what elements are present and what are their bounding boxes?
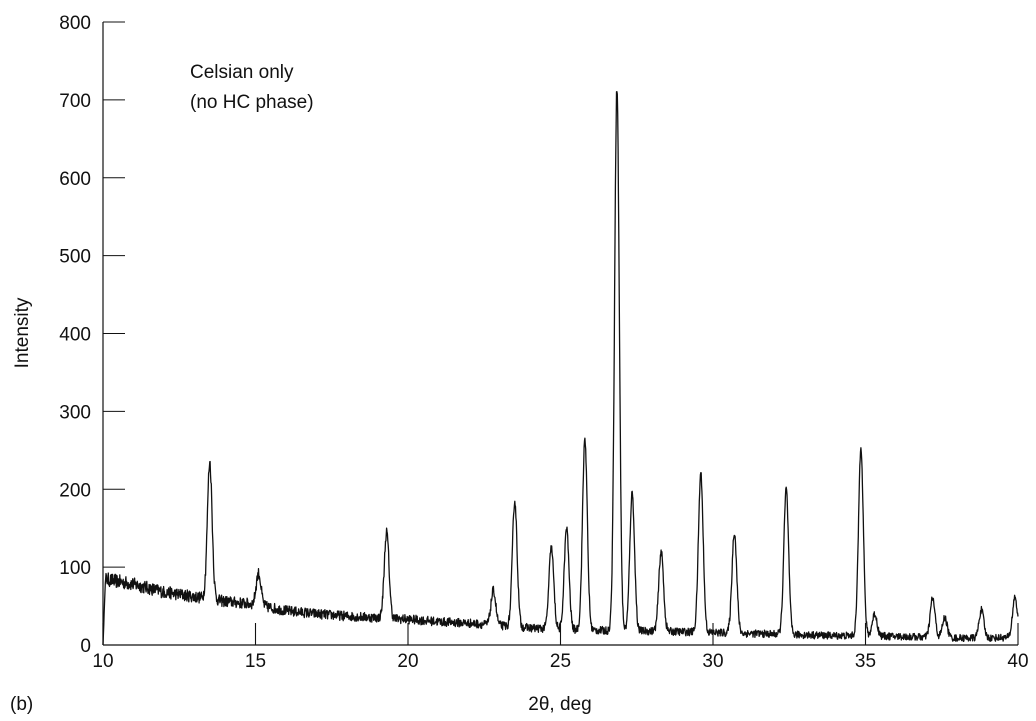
x-axis: 10 15 20 25 30 35 40: [92, 623, 1029, 672]
x-tick-label: 25: [550, 651, 571, 672]
x-tick-label: 35: [855, 651, 876, 672]
y-tick-label: 300: [59, 402, 91, 423]
panel-label: (b): [10, 694, 33, 715]
x-tick-label: 15: [245, 651, 266, 672]
x-tick-label: 40: [1007, 651, 1028, 672]
x-tick-label: 20: [397, 651, 418, 672]
y-tick-label: 500: [59, 247, 91, 268]
annotation-line-1: Celsian only: [190, 62, 294, 83]
y-tick-label: 600: [59, 169, 91, 190]
y-axis: 0 100 200 300 400 500 600 700 800: [59, 13, 125, 657]
annotation-line-2: (no HC phase): [190, 92, 314, 113]
y-tick-label: 800: [59, 13, 91, 34]
y-tick-label: 100: [59, 558, 91, 579]
y-tick-label: 700: [59, 91, 91, 112]
x-tick-label: 10: [92, 651, 113, 672]
y-axis-title: Intensity: [12, 297, 33, 368]
x-tick-label: 30: [702, 651, 723, 672]
intensity-series-line: [102, 91, 1019, 646]
y-tick-label: 200: [59, 480, 91, 501]
y-tick-label: 0: [80, 636, 91, 657]
y-tick-label: 400: [59, 325, 91, 346]
x-axis-title: 2θ, deg: [528, 694, 591, 715]
